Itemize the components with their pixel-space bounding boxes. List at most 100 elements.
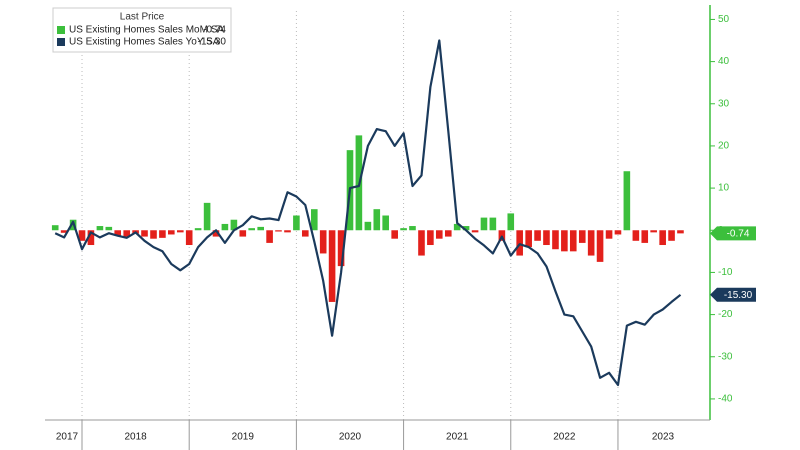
legend-label: US Existing Homes Sales MoM SA [69, 25, 224, 36]
last-price-tag [710, 226, 756, 241]
bar [284, 230, 291, 233]
bar [87, 230, 95, 246]
last-price-label: -0.74 [727, 229, 750, 240]
bar [177, 230, 184, 233]
bar [677, 230, 684, 234]
bar [471, 230, 479, 233]
x-tick-label: 2023 [652, 432, 675, 443]
bar [275, 230, 282, 232]
bar [382, 215, 389, 231]
legend-swatch [57, 38, 65, 46]
legend-box [52, 7, 232, 53]
bar [293, 215, 300, 231]
bar [114, 230, 122, 236]
x-tick-label: 2020 [339, 432, 362, 443]
line [54, 39, 682, 387]
y-tick-label: 40 [718, 56, 730, 67]
bar [185, 230, 193, 246]
bar [391, 230, 398, 239]
bar [212, 230, 220, 237]
bar [203, 202, 211, 231]
y-tick-label: -40 [718, 394, 733, 405]
bar [248, 228, 255, 231]
y-tick-label: -30 [718, 351, 733, 362]
bar [141, 230, 148, 237]
bar [409, 226, 416, 231]
legend-last-value: -15.30 [198, 37, 227, 48]
bar [150, 230, 157, 239]
bar [418, 230, 425, 256]
bar [310, 209, 318, 231]
y-tick-label: -20 [718, 309, 733, 320]
bar [194, 228, 202, 231]
bar [444, 230, 452, 237]
bar [480, 217, 488, 231]
legend-title: Last Price [120, 12, 165, 23]
bar [596, 230, 604, 262]
bar [301, 230, 309, 237]
bar [525, 230, 532, 248]
bar [668, 230, 675, 241]
bar [641, 230, 649, 243]
bar [105, 226, 113, 231]
bar [462, 226, 470, 231]
bar [605, 230, 613, 239]
last-price-label: -15.30 [724, 290, 753, 301]
bar [614, 230, 622, 235]
legend-swatch [57, 26, 65, 34]
bar [373, 209, 381, 231]
y-tick-label: 30 [718, 98, 730, 109]
bar [453, 223, 461, 231]
bar [507, 213, 515, 231]
bar [51, 225, 59, 231]
bar [489, 217, 497, 231]
bar [230, 219, 238, 231]
axes: 50403020100-10-20-30-4020172018201920202… [45, 5, 756, 450]
bar [364, 221, 372, 231]
bar [96, 226, 104, 231]
bar [168, 230, 175, 235]
bar [400, 228, 407, 231]
legend-last-value: -0.74 [203, 25, 226, 36]
y-tick-label: 20 [718, 141, 730, 152]
bar [516, 230, 523, 256]
last-price-tag [710, 287, 756, 302]
y-tick-label: 50 [718, 14, 730, 25]
y-tick-label: -10 [718, 267, 733, 278]
legend: Last Price US Existing Homes Sales MoM S… [52, 7, 232, 53]
y-tick-label: 10 [718, 183, 730, 194]
bar [632, 230, 640, 241]
bar [337, 230, 345, 267]
x-tick-label: 2018 [124, 432, 147, 443]
bar [650, 230, 657, 233]
bar [239, 230, 247, 237]
legend-label: US Existing Homes Sales YoY SA [69, 37, 220, 48]
bar [60, 230, 68, 233]
bar [159, 230, 166, 238]
bar [543, 230, 550, 246]
bar [561, 230, 568, 252]
bar [587, 230, 595, 256]
bar [578, 230, 586, 243]
bar [569, 230, 577, 252]
x-tick-label: 2019 [232, 432, 255, 443]
x-tick-label: 2017 [56, 432, 79, 443]
bar [78, 230, 86, 241]
bar [221, 223, 229, 231]
bar [427, 230, 434, 246]
bar [319, 230, 327, 254]
x-tick-label: 2021 [446, 432, 469, 443]
bar [534, 230, 541, 241]
bar [659, 230, 666, 246]
bar [552, 230, 559, 250]
bar [623, 171, 631, 231]
marks [51, 39, 684, 387]
bar [435, 230, 443, 239]
bar [328, 230, 336, 302]
bar [123, 230, 131, 237]
bar [266, 230, 273, 243]
x-tick-label: 2022 [553, 432, 576, 443]
